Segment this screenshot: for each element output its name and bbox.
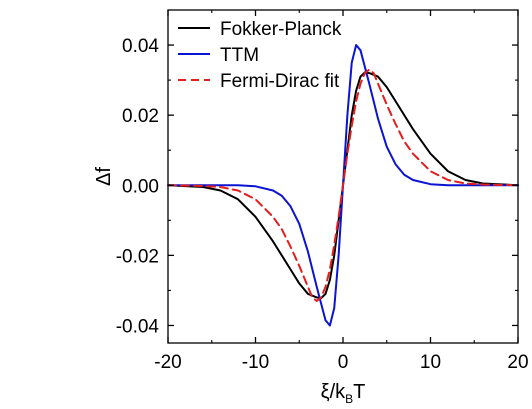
y-tick-label: -0.04 bbox=[116, 316, 160, 337]
y-tick-label: 0.04 bbox=[122, 36, 159, 57]
x-tick-label: 0 bbox=[338, 352, 349, 373]
series-line-2 bbox=[167, 68, 519, 302]
legend-label-1: TTM bbox=[220, 45, 259, 66]
y-tick-label: 0.02 bbox=[122, 106, 159, 127]
y-tick-label: 0.00 bbox=[122, 176, 159, 197]
x-tick-label: -20 bbox=[154, 352, 181, 373]
x-tick-label: -10 bbox=[242, 352, 269, 373]
ticks-layer: -20 -10 0 10 20 -0.04 -0.02 0.00 0.02 0.04 bbox=[116, 10, 529, 373]
x-tick-label: 10 bbox=[420, 352, 441, 373]
y-tick-label: -0.02 bbox=[116, 246, 159, 267]
x-tick-label: 20 bbox=[507, 352, 528, 373]
legend-label-2: Fermi-Dirac fit bbox=[220, 71, 340, 92]
legend-label-0: Fokker-Planck bbox=[220, 19, 342, 40]
y-axis-title: Δf bbox=[93, 167, 115, 186]
series-layer bbox=[167, 44, 519, 327]
legend: Fokker-Planck TTM Fermi-Dirac fit bbox=[178, 19, 342, 92]
x-axis-title: ξ/kBT bbox=[321, 381, 366, 406]
